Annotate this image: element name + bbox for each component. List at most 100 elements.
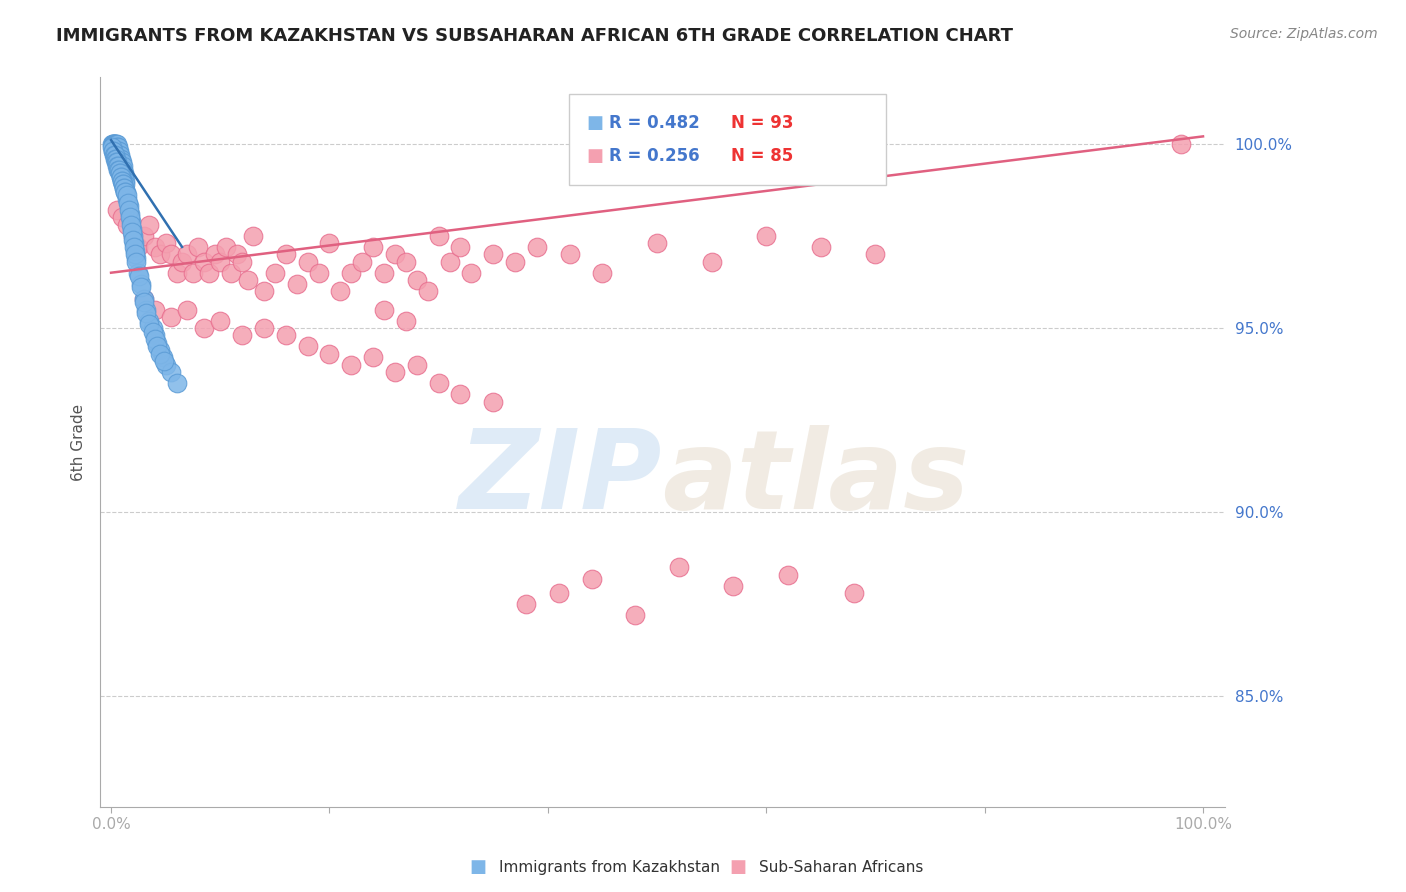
Point [141, 321, 163, 335]
Point [215, 240, 238, 254]
Point [384, 365, 406, 379]
Point [166, 376, 188, 391]
Point [107, 144, 129, 158]
Point [149, 347, 172, 361]
Point [143, 302, 166, 317]
Point [624, 608, 647, 623]
Point [318, 236, 340, 251]
Point [482, 247, 505, 261]
Point [152, 351, 174, 365]
Text: R = 0.482: R = 0.482 [609, 114, 700, 132]
Point [103, 136, 125, 151]
Point [450, 387, 472, 401]
Point [209, 313, 232, 327]
Point [104, 152, 127, 166]
Point [112, 178, 135, 192]
Point [138, 318, 160, 332]
Point [160, 247, 183, 261]
Point [111, 159, 134, 173]
Point [107, 159, 129, 173]
Text: atlas: atlas [662, 425, 970, 533]
Point [253, 284, 276, 298]
Point [581, 572, 603, 586]
Point [439, 254, 461, 268]
Point [108, 148, 131, 162]
Point [118, 211, 141, 225]
Point [107, 162, 129, 177]
Point [104, 136, 127, 151]
Text: ■: ■ [730, 858, 747, 876]
Point [135, 302, 157, 317]
Point [122, 228, 145, 243]
Point [122, 240, 145, 254]
Point [143, 328, 166, 343]
Point [117, 218, 139, 232]
Point [104, 152, 127, 166]
Point [482, 394, 505, 409]
Point [231, 328, 253, 343]
Point [105, 155, 128, 169]
Point [810, 240, 832, 254]
Point [146, 335, 169, 350]
Point [143, 240, 166, 254]
Point [121, 225, 143, 239]
Point [231, 254, 253, 268]
Point [101, 136, 124, 151]
Text: ZIP: ZIP [458, 425, 662, 533]
Point [111, 178, 134, 192]
Point [155, 358, 177, 372]
Y-axis label: 6th Grade: 6th Grade [72, 404, 86, 481]
Point [865, 247, 887, 261]
Point [112, 169, 135, 184]
Point [129, 277, 152, 291]
Point [128, 269, 150, 284]
Point [149, 343, 172, 357]
Point [135, 306, 157, 320]
Text: Source: ZipAtlas.com: Source: ZipAtlas.com [1230, 27, 1378, 41]
Point [373, 302, 395, 317]
Point [117, 195, 139, 210]
Point [416, 284, 439, 298]
Point [236, 273, 259, 287]
Point [110, 169, 132, 184]
Point [120, 214, 142, 228]
Point [104, 136, 127, 151]
Point [107, 144, 129, 158]
Point [219, 266, 242, 280]
Point [101, 140, 124, 154]
Point [297, 339, 319, 353]
Point [114, 185, 136, 199]
Point [120, 218, 142, 232]
Text: N = 85: N = 85 [731, 147, 793, 165]
Point [103, 136, 125, 151]
Point [384, 247, 406, 261]
Point [138, 313, 160, 327]
Point [101, 136, 124, 151]
Point [842, 586, 865, 600]
Text: ■: ■ [470, 858, 486, 876]
Point [110, 152, 132, 166]
Point [225, 247, 247, 261]
Point [132, 292, 155, 306]
Point [155, 236, 177, 251]
Point [308, 266, 330, 280]
Point [108, 162, 131, 177]
Point [110, 155, 132, 169]
Point [152, 354, 174, 368]
Point [427, 228, 450, 243]
Point [111, 173, 134, 187]
Point [503, 254, 526, 268]
Point [125, 254, 148, 268]
Point [105, 136, 128, 151]
Point [132, 228, 155, 243]
Point [108, 148, 131, 162]
Point [427, 376, 450, 391]
Point [547, 586, 569, 600]
Point [373, 266, 395, 280]
Point [755, 228, 778, 243]
Point [122, 233, 145, 247]
Point [112, 181, 135, 195]
Point [285, 277, 308, 291]
Point [124, 247, 146, 261]
Point [297, 254, 319, 268]
